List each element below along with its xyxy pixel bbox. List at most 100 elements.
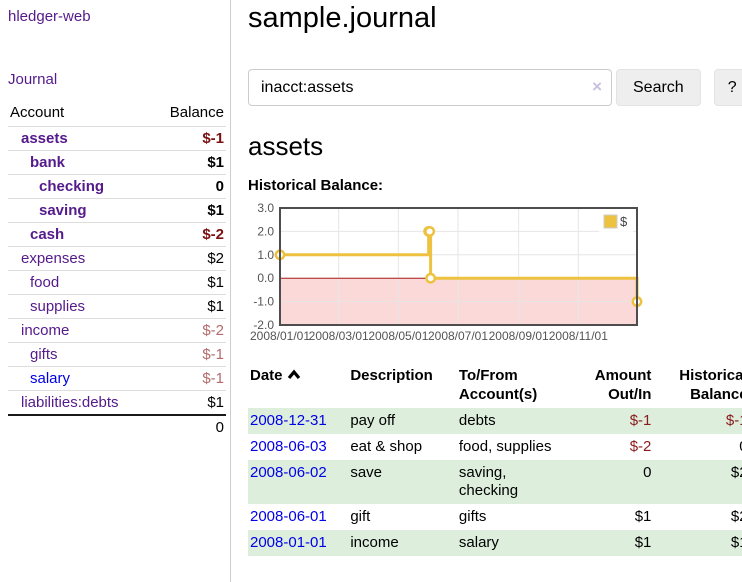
register-header-amount-line1: Amount	[594, 367, 652, 384]
account-name-cell: bank	[8, 150, 151, 175]
account-balance: $1	[150, 198, 226, 223]
account-row: cash $-2	[8, 222, 226, 247]
account-row: food $1	[8, 270, 226, 295]
account-balance: $1	[150, 150, 226, 175]
svg-text:2008/11/01: 2008/11/01	[549, 329, 608, 343]
accounts-total-row: 0	[8, 414, 226, 439]
account-row: saving $1	[8, 198, 226, 223]
account-link[interactable]: liabilities:debts	[21, 394, 119, 411]
register-header-amount: Amount Out/In	[571, 365, 655, 408]
svg-text:2.0: 2.0	[257, 224, 274, 238]
account-link[interactable]: cash	[30, 226, 65, 243]
register-accounts-cell: gifts	[458, 508, 487, 525]
account-balance: $-2	[150, 222, 226, 247]
register-header-accounts: To/From Account(s)	[457, 365, 571, 408]
account-link[interactable]: saving	[39, 202, 87, 219]
search-input[interactable]	[248, 69, 612, 106]
register-header-amount-line2: Out/In	[608, 386, 652, 403]
main-content: sample.journal × Search ? assets Histori…	[231, 0, 742, 582]
accounts-header-row: Account Balance	[8, 102, 226, 127]
historical-balance-chart: 3.0 2.0 1.0 0.0 -1.0 -2.0 2008/01/01 2008/03/01…	[248, 201, 742, 348]
register-description-cell: eat & shop	[350, 438, 423, 455]
account-name-cell: expenses	[8, 246, 151, 271]
svg-text:-2.0: -2.0	[253, 318, 274, 332]
register-header-row: Date Description To/From Account(s) Amou…	[248, 365, 742, 408]
account-name-cell: assets	[8, 126, 151, 151]
account-name-cell: cash	[8, 222, 151, 247]
account-heading: assets	[248, 131, 324, 161]
account-row: assets $-1	[8, 126, 226, 151]
brand-link[interactable]: hledger-web	[8, 8, 91, 25]
account-balance: $1	[150, 294, 226, 319]
account-link[interactable]: supplies	[30, 298, 86, 315]
sidebar: hledger-web Journal Account Balance asse…	[0, 0, 231, 582]
chart-data-point	[424, 225, 436, 237]
help-button[interactable]: ?	[713, 69, 742, 106]
register-header-date[interactable]: Date	[248, 365, 348, 408]
account-name-cell: salary	[8, 366, 151, 391]
register-amount-cell: 0	[643, 464, 652, 481]
account-link[interactable]: gifts	[30, 346, 58, 363]
accounts-table: Account Balance assets $-1 bank $1 checking 0…	[8, 102, 226, 439]
account-link[interactable]: checking	[39, 178, 105, 195]
account-row: bank $1	[8, 150, 226, 175]
accounts-total-balance: 0	[150, 414, 226, 439]
register-date-link[interactable]: 2008-06-01	[250, 508, 327, 525]
svg-text:2008/07/01: 2008/07/01	[428, 329, 488, 343]
register-accounts-cell: saving, checking	[458, 464, 519, 499]
svg-text:1.0: 1.0	[257, 248, 274, 262]
register-header-accounts-line1: To/From	[458, 367, 518, 384]
register-balance-cell: $-1	[725, 412, 742, 429]
spacer	[8, 414, 151, 439]
clear-search-icon[interactable]: ×	[592, 77, 602, 96]
account-balance: 0	[150, 174, 226, 199]
register-description-cell: income	[350, 534, 399, 551]
register-header-balance: Historical Balance	[654, 365, 742, 408]
account-row: liabilities:debts $1	[8, 390, 226, 415]
account-balance: $2	[150, 246, 226, 271]
register-date-cell: 2008-06-01	[248, 504, 348, 530]
register-row: 2008-12-31 pay off debts $-1 $-1	[248, 408, 742, 434]
register-date-link[interactable]: 2008-12-31	[250, 412, 327, 429]
svg-text:2008/09/01: 2008/09/01	[489, 329, 549, 343]
register-balance-cell: $2	[730, 464, 742, 481]
account-balance: $-1	[150, 366, 226, 391]
register-date-link[interactable]: 2008-06-03	[250, 438, 327, 455]
account-link[interactable]: assets	[21, 130, 68, 147]
account-link[interactable]: income	[21, 322, 70, 339]
nav-journal-link[interactable]: Journal	[8, 71, 58, 88]
chart-legend: $	[599, 212, 633, 232]
account-row: supplies $1	[8, 294, 226, 319]
register-amount-cell: $1	[634, 508, 652, 525]
legend-label: $	[620, 214, 628, 229]
balance-chart-svg: 3.0 2.0 1.0 0.0 -1.0 -2.02008/01/012008/03/01…	[250, 201, 643, 343]
accounts-header-account: Account	[10, 104, 65, 121]
account-balance: $1	[150, 270, 226, 295]
account-link[interactable]: salary	[30, 370, 71, 387]
account-link[interactable]: bank	[30, 154, 66, 171]
legend-swatch	[603, 214, 618, 229]
register-date-cell: 2008-06-02	[248, 460, 348, 504]
account-row: gifts $-1	[8, 342, 226, 367]
account-row: expenses $2	[8, 246, 226, 271]
account-name-cell: food	[8, 270, 151, 295]
search-button[interactable]: Search	[616, 69, 701, 106]
register-amount-cell: $-2	[629, 438, 652, 455]
register-row: 2008-06-03 eat & shop food, supplies $-20	[248, 434, 742, 460]
account-name-cell: gifts	[8, 342, 151, 367]
svg-text:2008/05/01: 2008/05/01	[368, 329, 428, 343]
register-date-link[interactable]: 2008-06-02	[250, 464, 327, 481]
account-link[interactable]: expenses	[21, 250, 86, 267]
register-balance-cell: 0	[654, 434, 742, 460]
svg-text:0.0: 0.0	[257, 271, 274, 285]
register-date-link[interactable]: 2008-01-01	[250, 534, 327, 551]
register-amount-cell: $-1	[629, 412, 652, 429]
svg-text:2008/03/01: 2008/03/01	[309, 329, 369, 343]
page-title: sample.journal	[248, 2, 437, 34]
account-balance: $-1	[150, 342, 226, 367]
register-row: 2008-01-01 income salary $1 $1	[248, 530, 742, 556]
account-name-cell: supplies	[8, 294, 151, 319]
search-form: × Search ?	[248, 69, 742, 106]
account-link[interactable]: food	[30, 274, 60, 291]
account-name-cell: liabilities:debts	[8, 390, 151, 415]
